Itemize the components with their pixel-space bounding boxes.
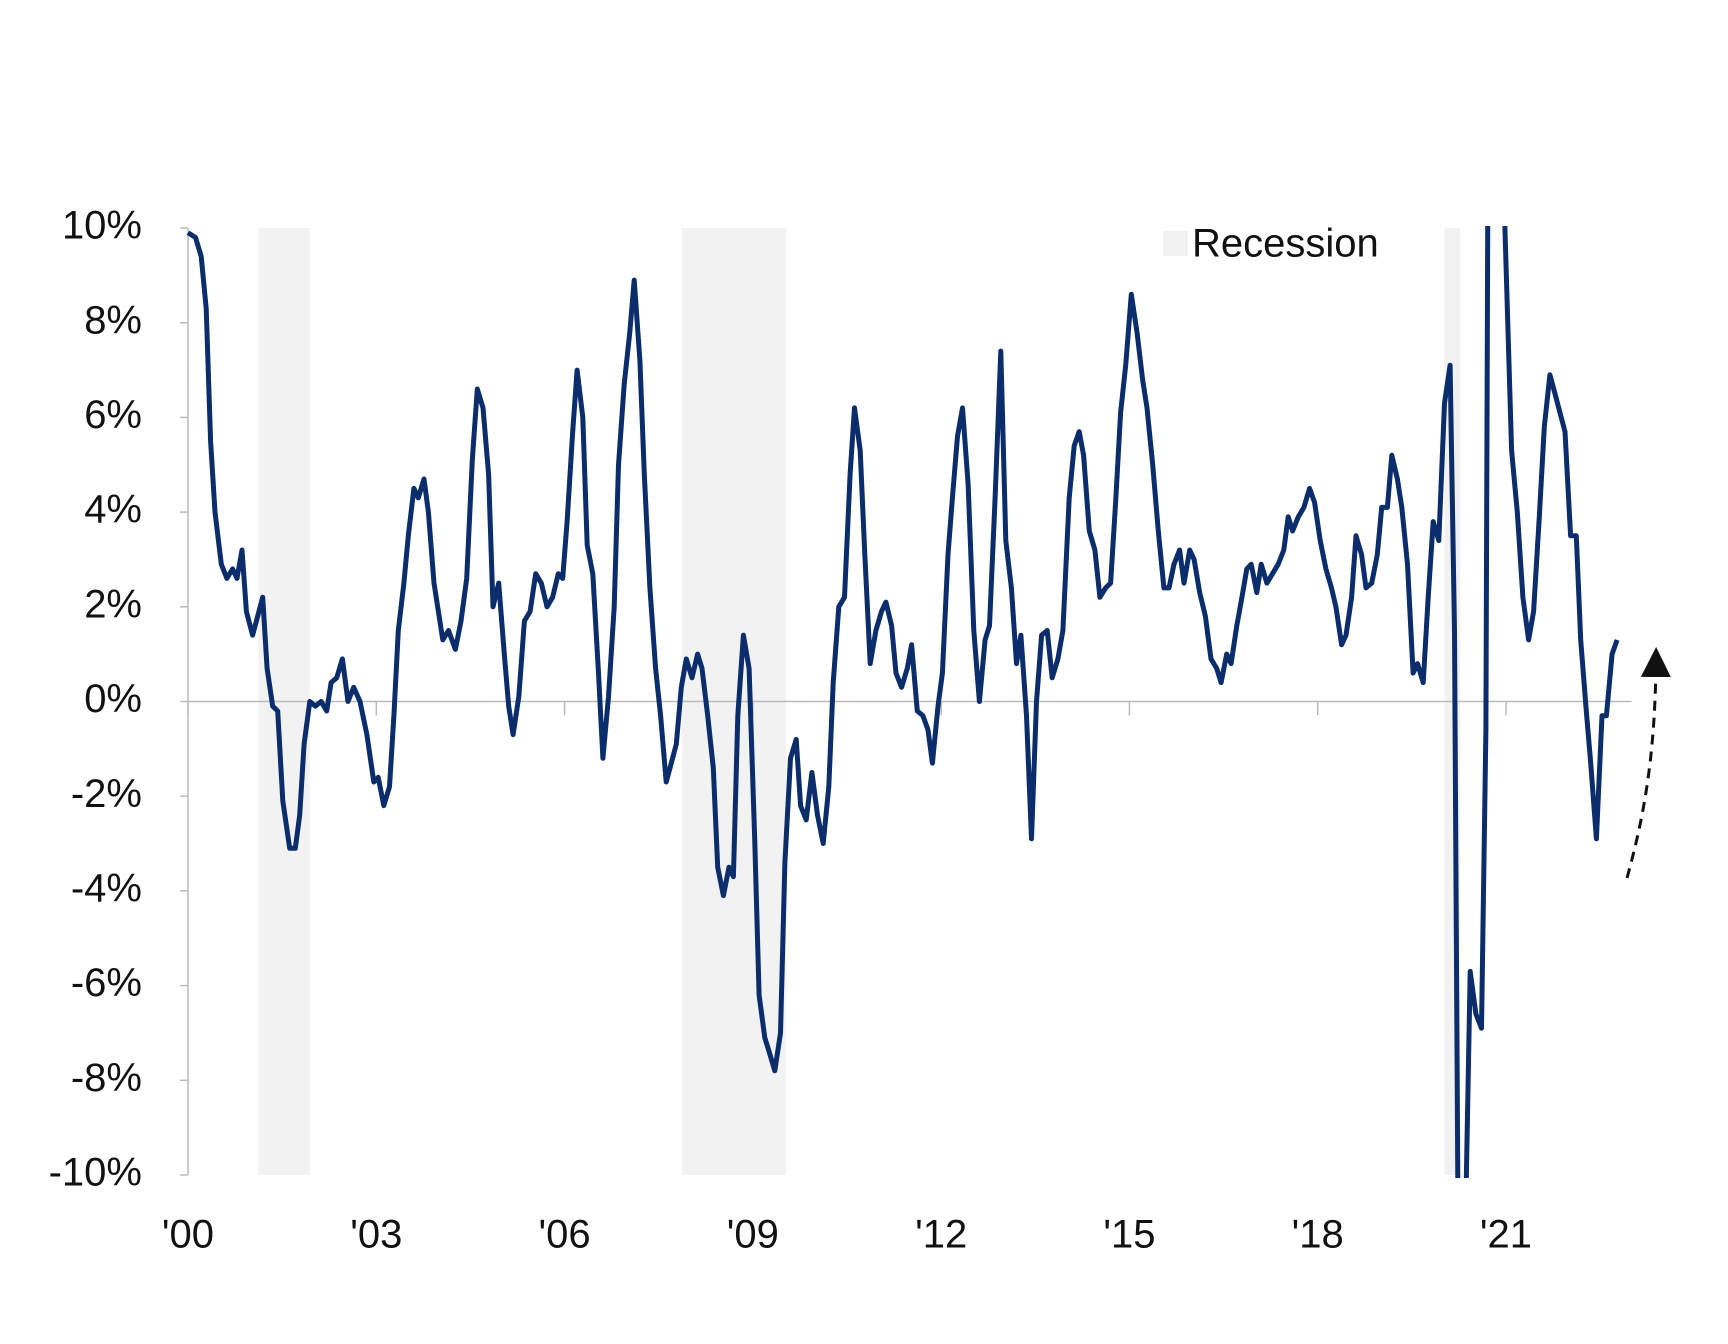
x-tick-label: '18 — [1292, 1213, 1344, 1257]
x-tick-label: '21 — [1480, 1213, 1532, 1257]
x-tick-label: '15 — [1103, 1213, 1155, 1257]
x-tick-label: '00 — [162, 1213, 214, 1257]
y-tick-label: -10% — [49, 1151, 142, 1195]
y-tick-label: 6% — [84, 393, 142, 437]
x-tick-label: '03 — [350, 1213, 402, 1257]
legend-label: Recession — [1192, 222, 1379, 266]
y-tick-label: 0% — [84, 677, 142, 721]
y-tick-label: 8% — [84, 298, 142, 342]
x-tick-label: '09 — [727, 1213, 779, 1257]
x-tick-label: '06 — [539, 1213, 591, 1257]
y-tick-label: -6% — [71, 961, 142, 1005]
series-line — [186, 226, 1620, 1178]
y-tick-label: -2% — [71, 772, 142, 816]
y-tick-label: -8% — [71, 1056, 142, 1100]
data-lines — [186, 226, 1620, 1178]
legend-swatch — [1163, 231, 1188, 256]
y-tick-label: 2% — [84, 582, 142, 626]
x-tick-label: '12 — [915, 1213, 967, 1257]
axes: -10% -8% -6% -4% -2% 0% 2% 4% 6% 8% 10% '00 '03 '06 '0… — [49, 204, 1632, 1257]
y-tick-label: 10% — [62, 204, 142, 248]
trend-arrow — [1625, 647, 1671, 879]
y-tick-label: 4% — [84, 488, 142, 532]
y-tick-label: -4% — [71, 866, 142, 910]
